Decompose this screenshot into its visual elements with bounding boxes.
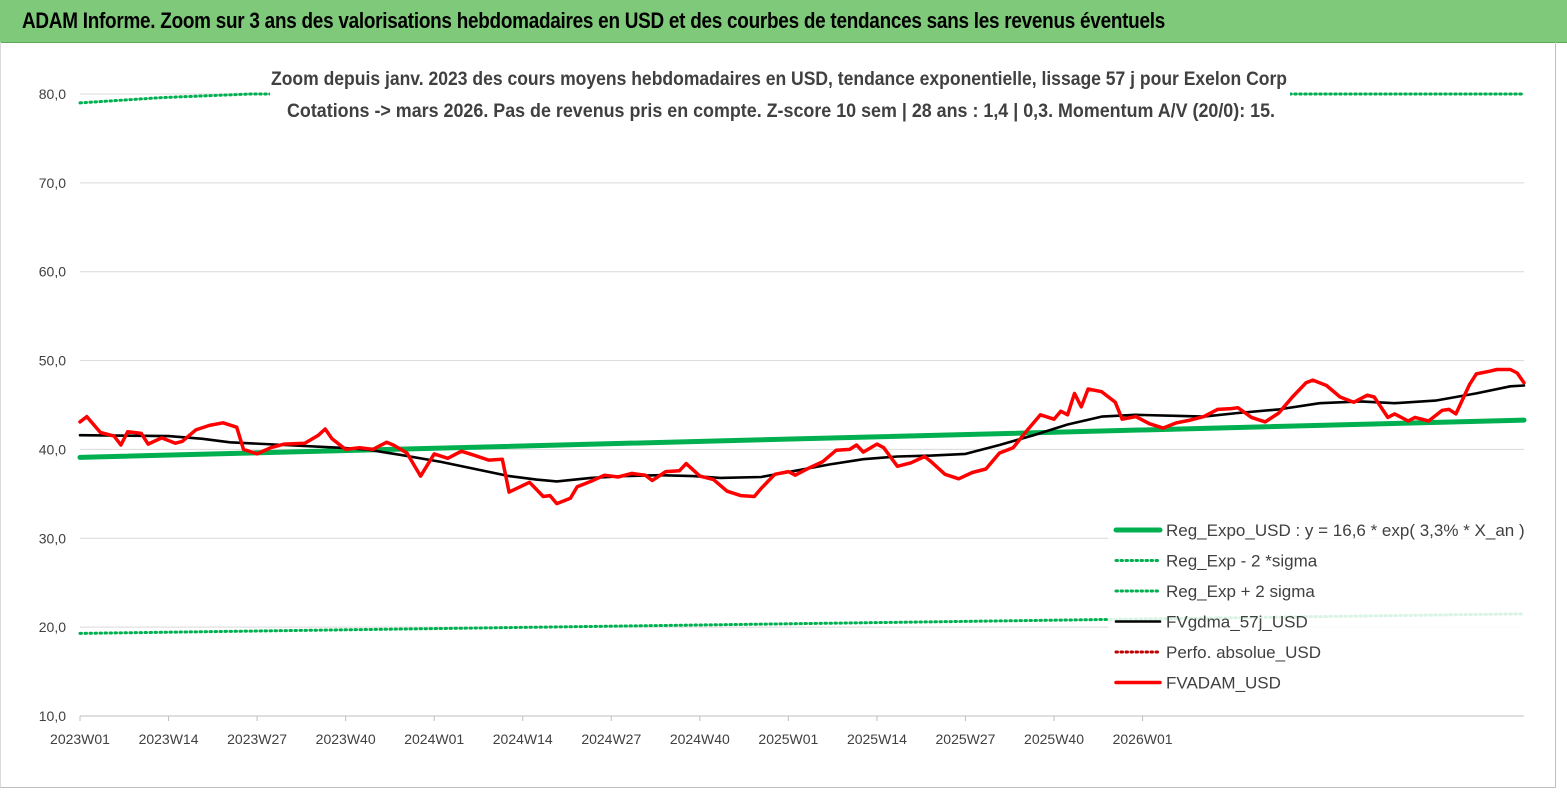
- header-bar: ADAM Informe. Zoom sur 3 ans des valoris…: [0, 0, 1567, 43]
- legend-label: Reg_Expo_USD : y = 16,6 * exp( 3,3% * X_…: [1166, 521, 1525, 540]
- x-tick-label: 2023W14: [139, 731, 199, 747]
- legend-label: FVgdma_57j_USD: [1166, 613, 1308, 632]
- y-tick-label: 60,0: [39, 264, 66, 280]
- y-axis-tick-labels: 10,0 20,0 30,0 40,0 50,0 60,0 70,0 80,0: [39, 86, 66, 724]
- x-axis-tick-labels: 2023W01 2023W14 2023W27 2023W40 2024W01 2024W…: [50, 716, 1173, 747]
- series-line-5: [78, 367, 1526, 506]
- legend-label: Perfo. absolue_USD: [1166, 643, 1321, 662]
- subtitle-background: [270, 62, 1290, 124]
- y-tick-label: 50,0: [39, 353, 66, 369]
- x-tick-label: 2023W27: [227, 731, 287, 747]
- x-tick-label: 2024W40: [670, 731, 730, 747]
- series-line-1: [78, 612, 1526, 635]
- series-lines: [77, 92, 1527, 635]
- y-tick-label: 20,0: [39, 619, 66, 635]
- y-tick-label: 40,0: [39, 441, 66, 457]
- y-tick-label: 80,0: [39, 86, 66, 102]
- page-title: ADAM Informe. Zoom sur 3 ans des valoris…: [22, 8, 1166, 33]
- chart-subtitle-line1: Zoom depuis janv. 2023 des cours moyens …: [271, 69, 1287, 90]
- chart-frame: [0, 42, 1556, 788]
- legend-background: [1108, 512, 1528, 702]
- legend: Reg_Expo_USD : y = 16,6 * exp( 3,3% * X_…: [1108, 512, 1528, 702]
- legend-label: Reg_Exp - 2 *sigma: [1166, 552, 1318, 571]
- x-tick-label: 2026W01: [1113, 731, 1173, 747]
- x-tick-label: 2025W27: [936, 731, 996, 747]
- x-tick-label: 2023W40: [316, 731, 376, 747]
- x-tick-label: 2024W14: [493, 731, 553, 747]
- x-tick-label: 2025W40: [1024, 731, 1084, 747]
- series-line-3: [78, 384, 1526, 483]
- y-tick-label: 30,0: [39, 530, 66, 546]
- legend-label: Reg_Exp + 2 sigma: [1166, 582, 1315, 601]
- y-tick-label: 10,0: [39, 708, 66, 724]
- x-tick-label: 2025W01: [758, 731, 818, 747]
- legend-label: FVADAM_USD: [1166, 674, 1281, 693]
- x-tick-label: 2024W01: [404, 731, 464, 747]
- series-line-0: [77, 417, 1527, 460]
- chart-subtitle-line2: Cotations -> mars 2026. Pas de revenus p…: [287, 101, 1275, 122]
- x-tick-label: 2023W01: [50, 731, 110, 747]
- x-tick-label: 2025W14: [847, 731, 907, 747]
- y-tick-label: 70,0: [39, 175, 66, 191]
- x-tick-label: 2024W27: [581, 731, 641, 747]
